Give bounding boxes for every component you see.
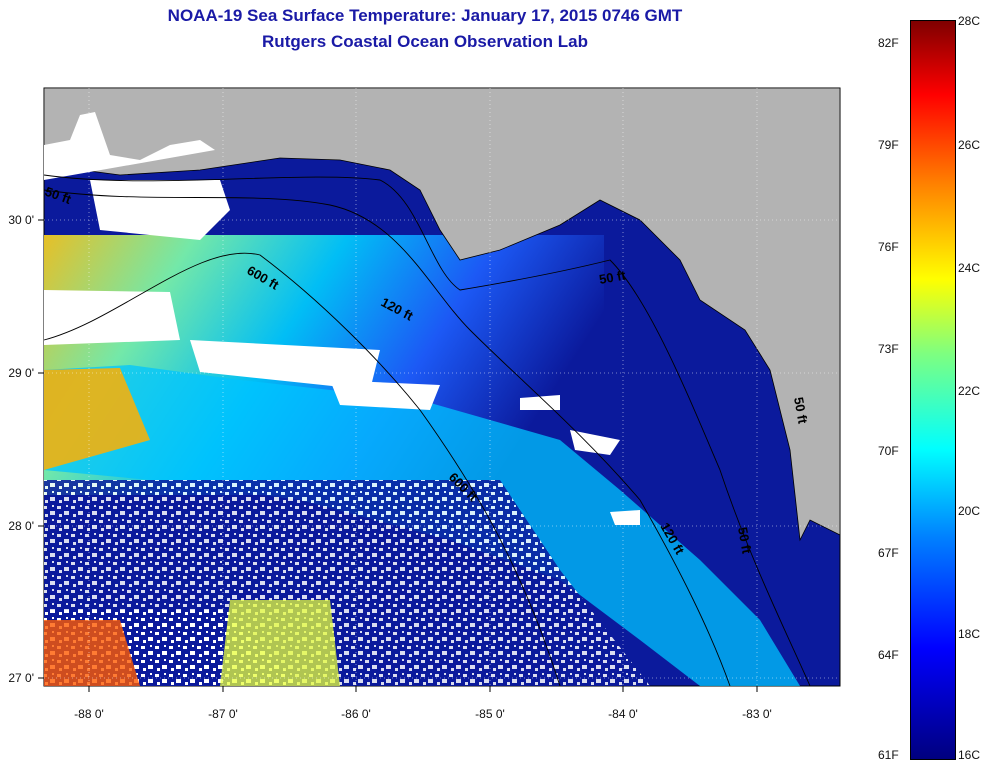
graticule [44, 88, 840, 686]
colorbar-f-label: 79F [878, 138, 899, 152]
lon-tick-label: -83 0' [742, 707, 772, 721]
axis-ticks [38, 219, 758, 692]
land-mass [43, 87, 841, 542]
lat-tick-label: 30 0' [8, 213, 34, 227]
sst-field [44, 235, 800, 686]
white-inland-cloud [44, 112, 215, 180]
lon-tick-label: -88 0' [74, 707, 104, 721]
colorbar-f-label: 82F [878, 36, 899, 50]
map-title: NOAA-19 Sea Surface Temperature: January… [167, 6, 683, 25]
map-subtitle: Rutgers Coastal Ocean Observation Lab [262, 32, 588, 51]
lon-tick-label: -85 0' [475, 707, 505, 721]
sst-map: 600 ft 120 ft 50 ft 600 ft 120 ft 50 ft … [8, 87, 841, 721]
lat-tick-label: 28 0' [8, 519, 34, 533]
colorbar-f-label: 61F [878, 748, 899, 762]
depth-contours [43, 174, 811, 687]
lon-tick-label: -87 0' [208, 707, 238, 721]
colorbar-c-label: 20C [958, 504, 981, 518]
colorbar-f-label: 76F [878, 240, 899, 254]
contour-label: 50 ft [791, 396, 811, 426]
colorbar-c-label: 16C [958, 748, 981, 762]
contour-label: 50 ft [735, 526, 755, 556]
colorbar-f-label: 70F [878, 444, 899, 458]
colorbar-c-label: 28C [958, 14, 981, 28]
colorbar-c-label: 26C [958, 138, 981, 152]
cloud-patches [44, 180, 640, 525]
colorbar-f-label: 73F [878, 342, 899, 356]
contour-label: 50 ft [598, 267, 628, 287]
lat-tick-label: 29 0' [8, 366, 34, 380]
lat-tick-label: 27 0' [8, 671, 34, 685]
lon-tick-label: -86 0' [341, 707, 371, 721]
lat-labels: 30 0' 29 0' 28 0' 27 0' [8, 213, 34, 685]
colorbar-c-label: 24C [958, 261, 981, 275]
colorbar-f-label: 67F [878, 546, 899, 560]
colorbar-c-label: 22C [958, 384, 981, 398]
colorbar-c-label: 18C [958, 627, 981, 641]
lon-tick-label: -84 0' [608, 707, 638, 721]
colorbar-f-label: 64F [878, 648, 899, 662]
temperature-colorbar [910, 20, 956, 760]
lon-labels: -88 0' -87 0' -86 0' -85 0' -84 0' -83 0… [74, 707, 772, 721]
